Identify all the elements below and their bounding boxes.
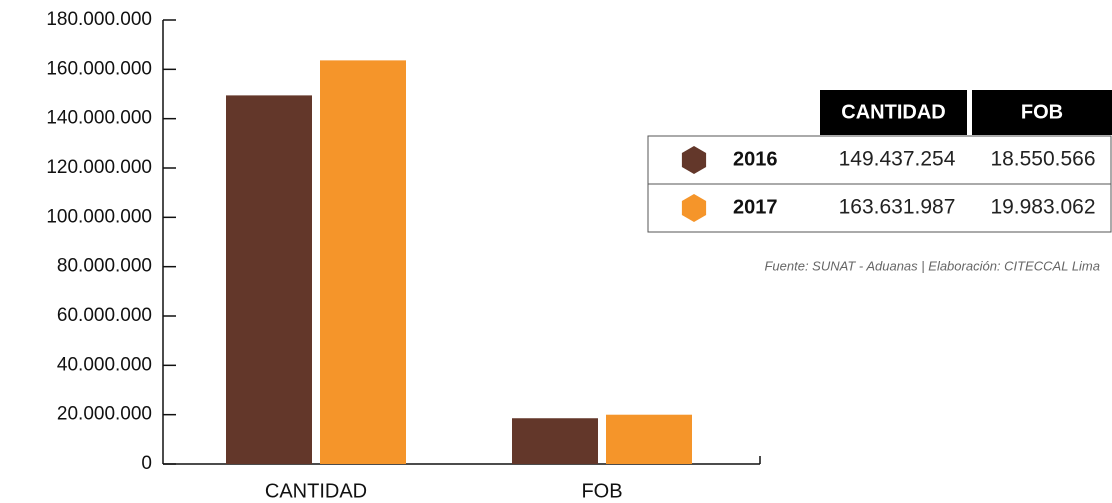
bar [320,60,406,465]
x-tick-label: CANTIDAD [265,480,367,502]
table-value: 163.631.987 [839,196,956,219]
table-header: FOB [1021,101,1063,123]
y-tick-label: 100.000.000 [46,206,152,227]
y-tick-label: 180.000.000 [46,9,152,30]
bar [226,95,312,464]
source-note: Fuente: SUNAT - Aduanas | Elaboración: C… [764,258,1100,273]
table-header-cell [972,90,1112,135]
bar [512,418,598,464]
y-tick-label: 140.000.000 [46,108,152,129]
legend-marker [681,146,707,174]
y-tick-label: 0 [141,453,152,474]
legend-label: 2016 [733,148,778,170]
legend-marker [681,194,707,222]
table-value: 18.550.566 [990,148,1095,171]
table-value: 149.437.254 [839,148,956,171]
table-header-cell [820,90,967,135]
y-tick-label: 60.000.000 [57,305,152,326]
y-tick-label: 20.000.000 [57,404,152,425]
y-tick-label: 160.000.000 [46,58,152,79]
y-tick-label: 80.000.000 [57,256,152,277]
x-tick-label: FOB [581,480,622,502]
legend-label: 2017 [733,196,778,218]
table-value: 19.983.062 [990,196,1095,219]
y-tick-label: 40.000.000 [57,354,152,375]
y-tick-label: 120.000.000 [46,157,152,178]
table-header: CANTIDAD [841,101,945,123]
bar [606,414,692,464]
